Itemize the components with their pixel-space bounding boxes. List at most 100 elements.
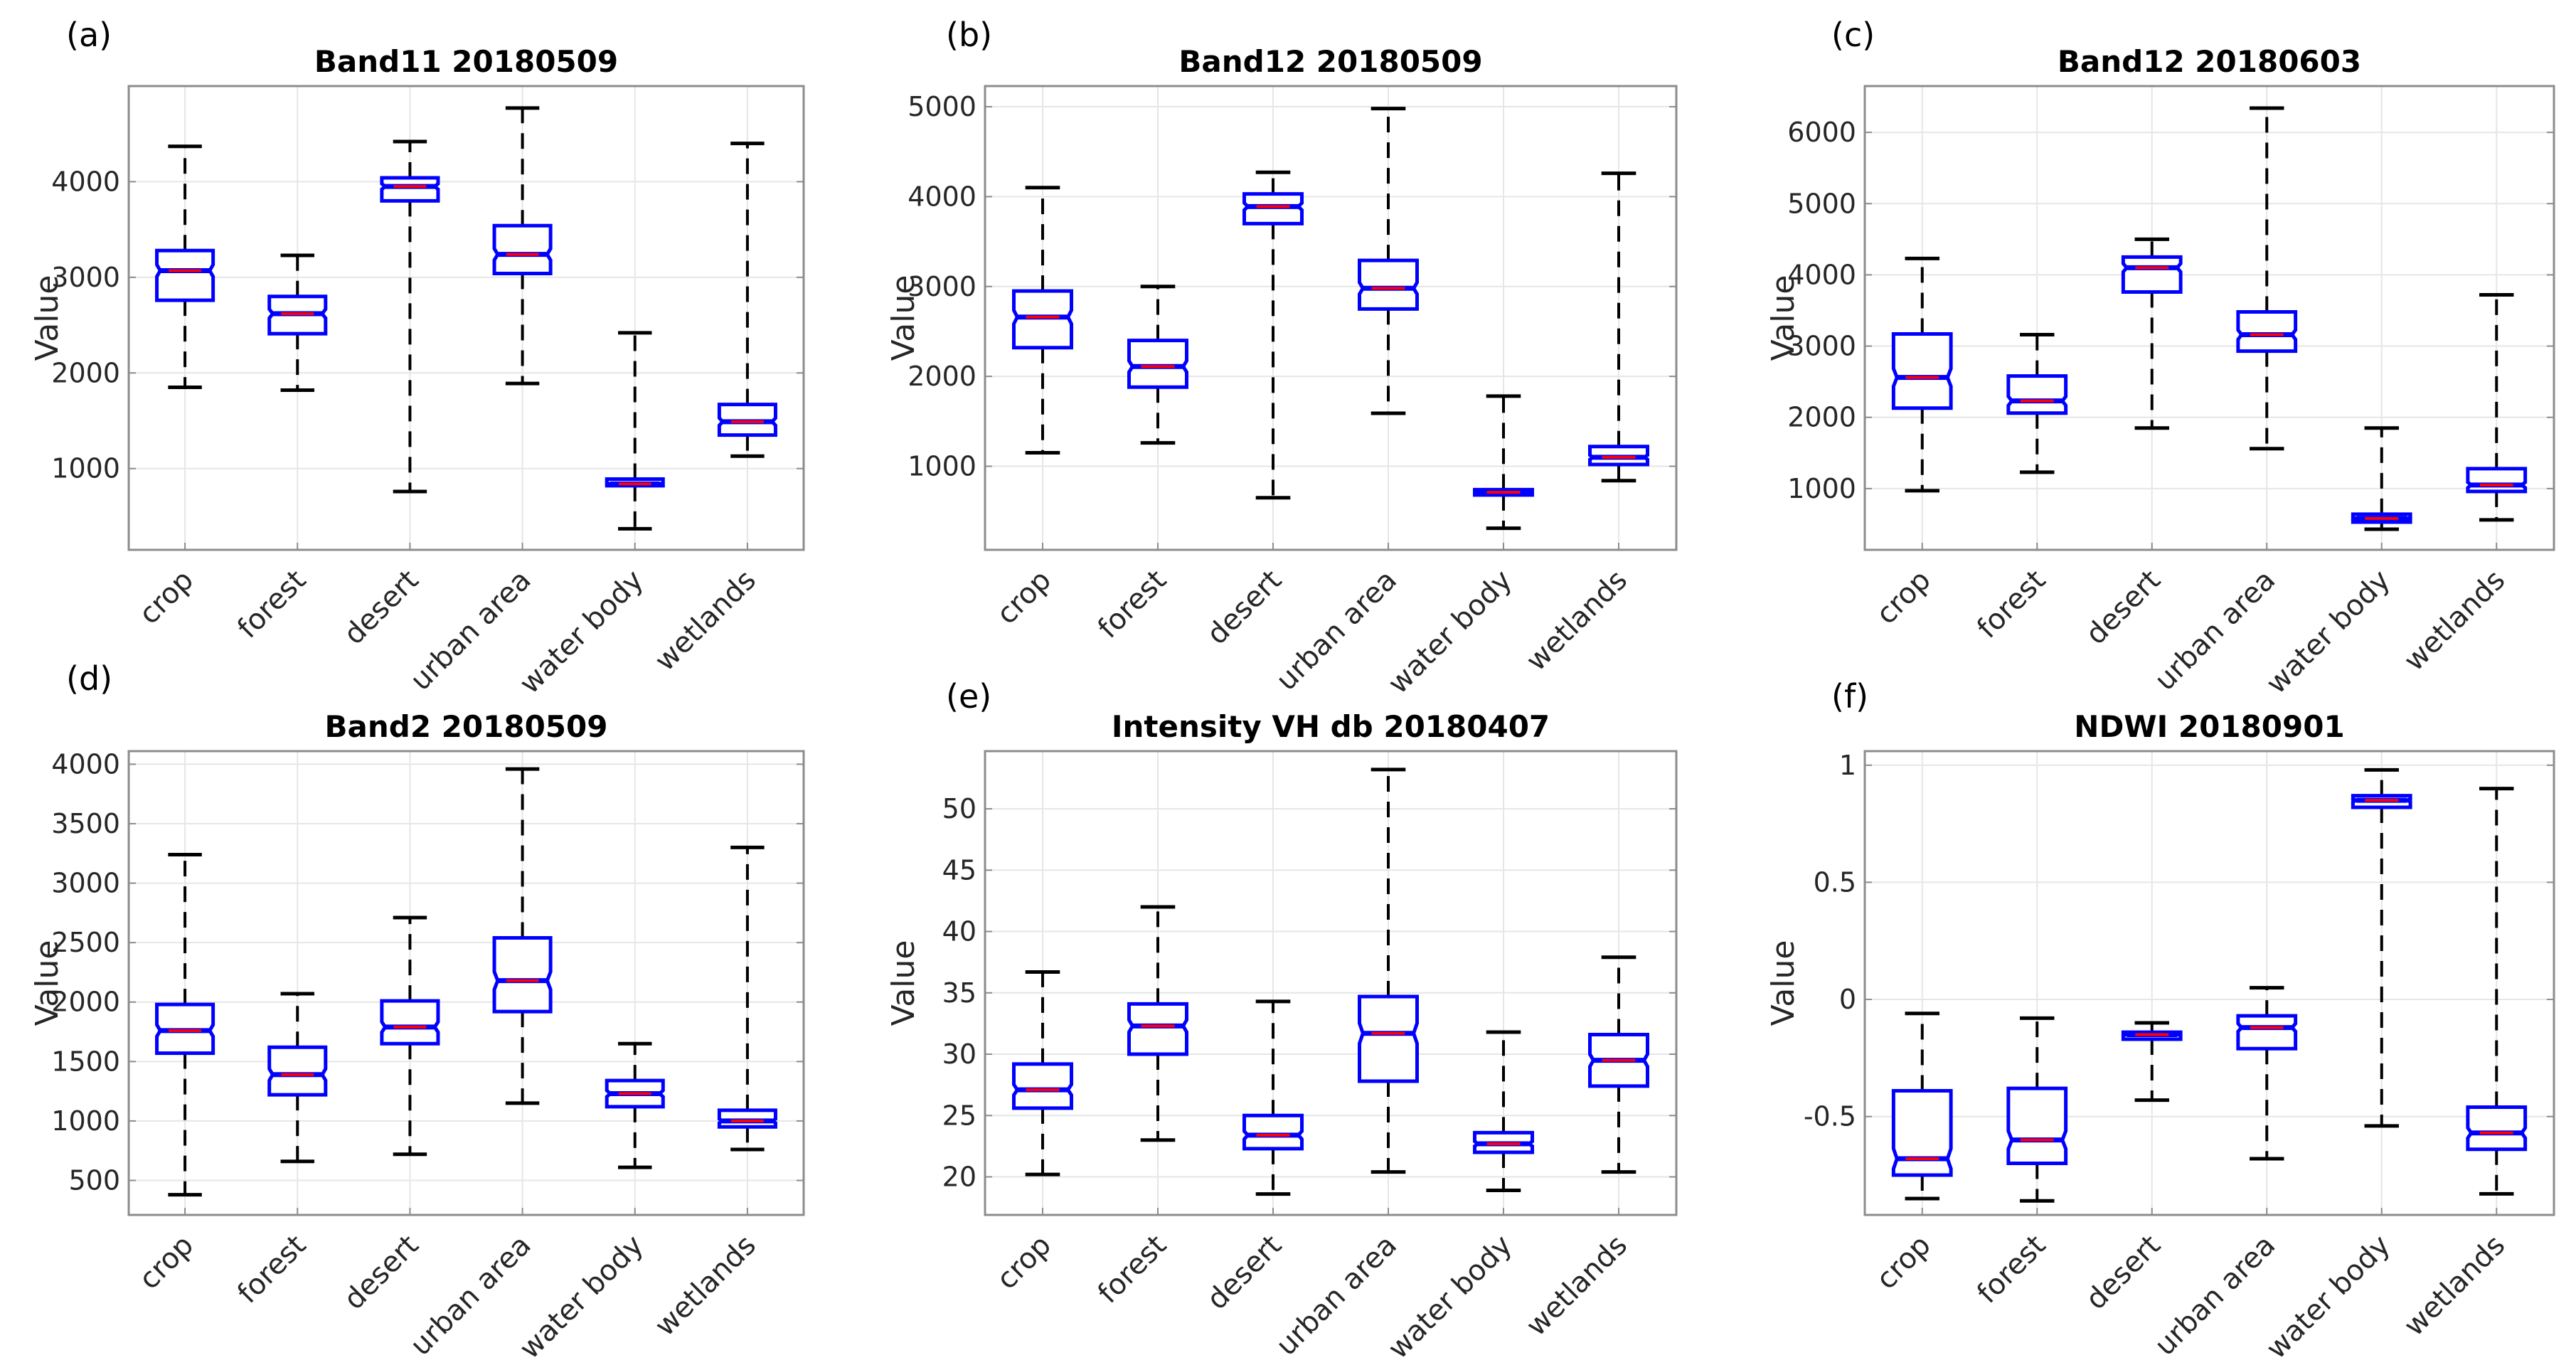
y-tick-label: 1000 [1787, 473, 1856, 504]
box-water-body [1473, 394, 1534, 531]
box-body [1891, 332, 1953, 410]
chart-title: Band2 20180509 [325, 709, 608, 744]
box-wetlands [717, 142, 777, 458]
panel-label: (a) [66, 16, 112, 54]
y-axis-label: Value [1765, 275, 1801, 361]
chart-panel-f: (f) NDWI 20180901 -0.5 0 0.5 1 crop forest deser… [1765, 677, 2555, 1365]
y-axis-label: Value [29, 275, 65, 361]
chart-title: NDWI 20180901 [2074, 709, 2344, 744]
axes-frame [984, 750, 1678, 1216]
y-tick-label: 50 [942, 793, 976, 824]
y-tick-label: 4000 [908, 181, 976, 212]
x-tick-label: wetlands [649, 1229, 762, 1343]
y-tick-label: 4000 [51, 166, 120, 197]
box-body [2466, 1105, 2528, 1152]
box-forest [267, 253, 328, 392]
y-tick-label: 3000 [51, 262, 120, 293]
box-wetlands [1588, 171, 1649, 483]
y-tick-label: 45 [942, 854, 976, 886]
x-tick-label: wetlands [1520, 564, 1634, 678]
y-tick-label: 5000 [1787, 188, 1856, 219]
chart-panel-c: (c) Band12 20180603 1000 2000 3000 4000 5000 60… [1765, 16, 2555, 701]
box-crop [1012, 970, 1073, 1177]
x-tick-label: forest [1971, 1229, 2052, 1310]
axes-frame [127, 750, 805, 1216]
box-water-body [1473, 1030, 1534, 1193]
box-wetlands [2466, 787, 2528, 1196]
chart-title: Intensity VH db 20180407 [1112, 709, 1550, 744]
panel-label: (b) [946, 16, 992, 54]
box-crop [1891, 256, 1953, 493]
box-wetlands [2466, 292, 2528, 522]
y-tick-label: 3000 [51, 868, 120, 899]
box-wetlands [1588, 955, 1649, 1174]
x-tick-label: wetlands [2397, 1229, 2511, 1343]
box-water-body [2351, 426, 2412, 531]
box-body [267, 1045, 328, 1097]
x-tick-label: crop [1870, 564, 1937, 631]
y-tick-label: 5000 [908, 91, 976, 122]
box-crop [1012, 186, 1073, 455]
y-tick-label: 0 [1839, 984, 1856, 1015]
y-tick-label: 4000 [51, 748, 120, 780]
box-body [2121, 255, 2183, 294]
box-body [2006, 374, 2068, 415]
y-tick-label: 2500 [51, 927, 120, 958]
x-tick-label: water body [2260, 564, 2397, 701]
box-body [492, 223, 553, 275]
y-tick-label: 2000 [51, 357, 120, 388]
panel-label: (d) [66, 659, 112, 698]
chart-panel-e: (e) Intensity VH db 20180407 20 25 30 35 40 45 5… [885, 677, 1678, 1365]
box-water-body [2351, 768, 2412, 1128]
box-urban-area [2236, 986, 2298, 1161]
box-urban-area [1358, 768, 1419, 1174]
box-crop [155, 852, 215, 1197]
y-tick-label: 4000 [1787, 259, 1856, 290]
panel-label: (f) [1831, 677, 1868, 716]
x-tick-label: crop [991, 564, 1058, 631]
box-crop [1891, 1011, 1953, 1201]
x-tick-label: desert [2080, 1229, 2167, 1317]
box-body [380, 176, 440, 203]
x-tick-label: wetlands [649, 564, 762, 678]
box-forest [2006, 333, 2068, 474]
box-body [2236, 309, 2298, 354]
y-axis-label: Value [1765, 940, 1801, 1026]
y-tick-label: 500 [68, 1165, 120, 1196]
panel-label: (e) [946, 677, 991, 716]
box-body [1358, 994, 1419, 1083]
axes-frame [1863, 750, 2555, 1216]
chart-title: Band12 20180603 [2058, 44, 2361, 79]
x-tick-label: forest [231, 1229, 312, 1310]
y-tick-label: 6000 [1787, 117, 1856, 148]
y-tick-label: 1500 [51, 1046, 120, 1077]
y-tick-label: 20 [942, 1162, 976, 1193]
box-wetlands [717, 845, 777, 1152]
chart-panel-b: (b) Band12 20180509 1000 2000 3000 4000 5000 cr… [885, 16, 1678, 701]
chart-panel-a: (a) Band11 20180509 1000 2000 3000 4000 crop fo… [29, 16, 805, 701]
box-forest [2006, 1016, 2068, 1203]
box-urban-area [492, 106, 553, 386]
y-tick-label: 35 [942, 977, 976, 1009]
box-forest [267, 992, 328, 1164]
box-body [380, 999, 440, 1046]
box-body [1127, 1002, 1188, 1056]
box-crop [155, 144, 215, 389]
x-tick-label: forest [1971, 564, 2052, 645]
y-axis-label: Value [885, 275, 922, 361]
box-urban-area [492, 767, 553, 1105]
x-tick-label: forest [1092, 1229, 1173, 1310]
y-tick-label: 1000 [51, 1105, 120, 1137]
x-tick-label: crop [133, 1229, 200, 1296]
box-body [492, 935, 553, 1014]
x-tick-label: crop [133, 564, 200, 631]
box-desert [1242, 170, 1304, 500]
chart-title: Band12 20180509 [1178, 44, 1482, 79]
y-tick-label: 3000 [1787, 331, 1856, 362]
panel-label: (c) [1831, 16, 1875, 54]
box-body [1242, 1113, 1304, 1151]
x-tick-label: desert [338, 564, 425, 652]
axes-frame [984, 85, 1678, 551]
y-tick-label: 1000 [51, 453, 120, 484]
